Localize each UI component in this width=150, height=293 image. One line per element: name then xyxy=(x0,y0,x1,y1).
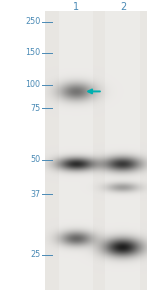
Text: 150: 150 xyxy=(25,48,40,57)
Text: 50: 50 xyxy=(30,155,40,164)
Text: 100: 100 xyxy=(26,81,40,89)
Text: 25: 25 xyxy=(30,251,40,259)
Text: 1: 1 xyxy=(74,2,80,12)
Text: 250: 250 xyxy=(25,18,40,26)
Text: 2: 2 xyxy=(120,2,126,12)
Text: 75: 75 xyxy=(30,104,40,113)
Text: 37: 37 xyxy=(30,190,40,199)
